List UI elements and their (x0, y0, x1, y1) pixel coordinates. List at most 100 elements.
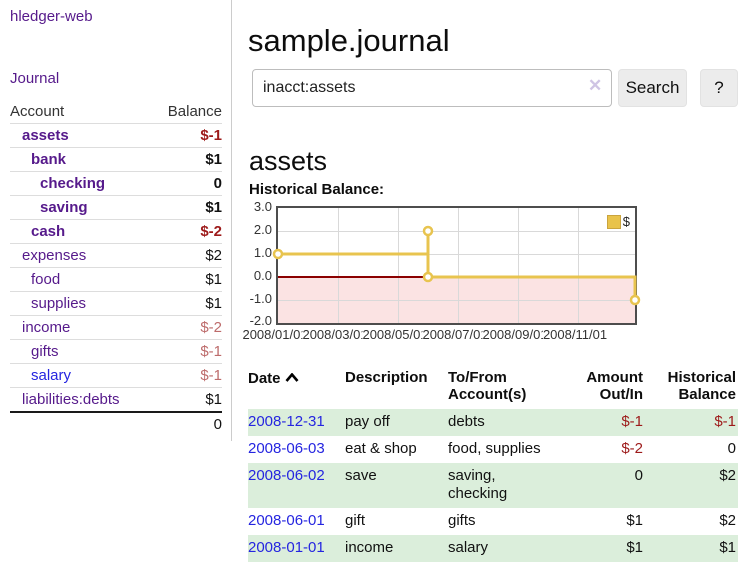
transaction-accounts: saving, checking (448, 466, 508, 503)
account-row: bank $1 (10, 147, 222, 172)
chart-legend: $ (606, 214, 630, 229)
register-header-accounts: To/From Account(s) (448, 369, 527, 403)
account-link-bank[interactable]: bank (31, 151, 67, 168)
account-balance: $-1 (200, 367, 222, 384)
search-input[interactable] (252, 69, 612, 107)
transaction-date-link[interactable]: 2008-06-02 (248, 466, 325, 484)
accounts-header-balance: Balance (167, 103, 222, 120)
account-row: supplies $1 (10, 291, 222, 316)
register-row[interactable]: 2008-06-03 eat & shop food, supplies $-2… (248, 436, 738, 463)
transaction-date-link[interactable]: 2008-06-03 (248, 439, 325, 457)
data-point-marker (422, 271, 434, 283)
y-tick-label: 0.0 (253, 268, 272, 283)
x-tick-label: 2008/11/01 (542, 327, 608, 342)
accounts-total-row: 0 (10, 412, 222, 436)
accounts-header-row: Account Balance (10, 100, 222, 124)
account-balance: $1 (205, 295, 222, 312)
accounts-total-value: 0 (213, 416, 222, 433)
legend-label: $ (622, 214, 630, 229)
account-row: liabilities:debts $1 (10, 387, 222, 413)
register-row[interactable]: 2008-12-31 pay off debts $-1 $-1 (248, 409, 738, 436)
x-tick-label: 2008/03/01 (302, 327, 368, 342)
transaction-amount: $1 (626, 512, 643, 529)
search-button[interactable]: Search (618, 69, 687, 107)
transaction-date-link[interactable]: 2008-06-01 (248, 512, 325, 529)
account-link-gifts[interactable]: gifts (31, 343, 59, 360)
transaction-amount: $-1 (621, 413, 643, 430)
y-tick-label: -1.0 (249, 291, 272, 306)
transaction-balance: $1 (719, 538, 736, 556)
account-balance: $1 (205, 151, 222, 168)
transaction-balance: $2 (719, 512, 736, 529)
x-tick-label: 2008/05/01 (362, 327, 428, 342)
balance-series-line (272, 225, 641, 306)
register-row[interactable]: 2008-06-02 save saving, checking 0 $2 (248, 462, 738, 508)
clear-search-icon[interactable]: ✕ (588, 76, 603, 95)
y-tick-label: 1.0 (253, 245, 272, 260)
account-balance: $1 (205, 271, 222, 288)
transaction-accounts: salary (448, 538, 489, 556)
transaction-balance: 0 (727, 439, 736, 457)
transaction-date-link[interactable]: 2008-12-31 (248, 413, 325, 430)
account-row: saving $1 (10, 195, 222, 220)
x-tick-label: 2008/07/01 (422, 327, 488, 342)
account-balance: $-2 (200, 319, 222, 336)
account-row: assets $-1 (10, 123, 222, 148)
account-balance: $-1 (200, 343, 222, 360)
register-header-amount: Amount Out/In (586, 369, 643, 403)
register-row[interactable]: 2008-06-01 gift gifts $1 $2 (248, 508, 738, 535)
register-header-row: Date Description To/From Account(s) Amou… (248, 366, 738, 409)
app-title-link[interactable]: hledger-web (10, 8, 93, 25)
transaction-description: gift (345, 512, 366, 529)
account-link-saving[interactable]: saving (40, 199, 88, 216)
account-link-food[interactable]: food (31, 271, 61, 288)
account-link-cash[interactable]: cash (31, 223, 66, 240)
data-point-marker (272, 248, 284, 260)
help-button[interactable]: ? (700, 69, 738, 107)
account-link-income[interactable]: income (22, 319, 71, 336)
transaction-amount: $-2 (621, 439, 643, 457)
y-tick-label: -2.0 (249, 313, 272, 328)
register-header-description: Description (345, 369, 428, 386)
account-link-expenses[interactable]: expenses (22, 247, 87, 264)
accounts-table: Account Balance assets $-1 bank $1 check… (10, 100, 222, 436)
account-balance: $-2 (200, 223, 222, 240)
sidebar-item-journal[interactable]: Journal (10, 70, 60, 87)
account-link-salary[interactable]: salary (31, 367, 72, 384)
transaction-description: pay off (345, 413, 390, 430)
sort-ascending-icon (285, 369, 299, 386)
account-link-supplies[interactable]: supplies (31, 295, 87, 312)
transaction-balance: $-1 (714, 413, 736, 430)
account-row: checking 0 (10, 171, 222, 196)
account-balance: $1 (205, 199, 222, 216)
x-tick-label: 2008/01/01 (242, 327, 308, 342)
page-title: sample.journal (248, 22, 450, 58)
account-balance: 0 (213, 175, 222, 192)
accounts-header-account: Account (10, 103, 65, 120)
data-point-marker (422, 225, 434, 237)
transaction-date-link[interactable]: 2008-01-01 (248, 538, 325, 556)
account-link-checking[interactable]: checking (40, 175, 106, 192)
transaction-balance: $2 (719, 466, 736, 484)
account-balance: $-1 (200, 127, 222, 144)
register-row[interactable]: 2008-01-01 income salary $1 $1 (248, 534, 738, 562)
transaction-accounts: food, supplies (448, 439, 541, 457)
account-link-assets[interactable]: assets (22, 127, 69, 144)
account-row: gifts $-1 (10, 339, 222, 364)
sidebar: hledger-web Journal Account Balance asse… (0, 0, 232, 441)
chart-title: Historical Balance: (249, 181, 385, 198)
account-balance: $1 (205, 391, 222, 408)
account-row: income $-2 (10, 315, 222, 340)
x-tick-label: 2008/09/01 (482, 327, 548, 342)
transaction-accounts: debts (448, 413, 485, 430)
account-row: expenses $2 (10, 243, 222, 268)
legend-swatch-icon (606, 214, 621, 229)
account-row: cash $-2 (10, 219, 222, 244)
register-header-date[interactable]: Date (248, 366, 345, 409)
account-link-liabilities-debts[interactable]: liabilities:debts (22, 391, 120, 408)
transaction-description: save (345, 466, 377, 484)
account-heading: assets (249, 146, 328, 177)
account-row: food $1 (10, 267, 222, 292)
data-point-marker (629, 294, 641, 306)
register-header-balance: Historical Balance (667, 369, 736, 403)
